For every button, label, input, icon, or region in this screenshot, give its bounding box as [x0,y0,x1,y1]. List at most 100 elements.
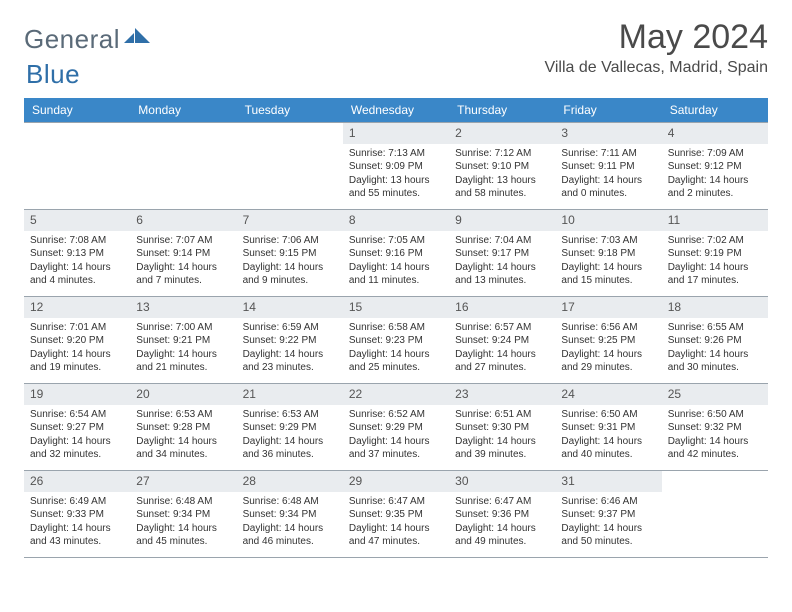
sunrise-line: Sunrise: 7:12 AM [455,147,549,161]
brand-logo: General [24,24,156,55]
daylight-line-1: Daylight: 13 hours [349,174,443,188]
calendar-day-cell: 10Sunrise: 7:03 AMSunset: 9:18 PMDayligh… [555,210,661,296]
daylight-line-1: Daylight: 14 hours [136,261,230,275]
day-number-bar: 27 [130,471,236,492]
day-number: 11 [668,213,680,227]
sunrise-line: Sunrise: 6:55 AM [668,321,762,335]
day-number: 4 [668,126,675,140]
daylight-line-1: Daylight: 14 hours [136,522,230,536]
sunrise-line: Sunrise: 6:59 AM [243,321,337,335]
day-number-bar: 5 [24,210,130,231]
sunrise-line: Sunrise: 6:52 AM [349,408,443,422]
day-number-bar: 25 [662,384,768,405]
calendar-day-cell: 25 Sunrise: 6:50 AMSunset: 9:32 PMDayligh… [662,384,768,470]
calendar-day-cell: 23Sunrise: 6:51 AMSunset: 9:30 PMDayligh… [449,384,555,470]
day-number: 14 [243,300,256,314]
calendar-day-cell: 4Sunrise: 7:09 AMSunset: 9:12 PMDaylight… [662,123,768,209]
sunrise-line: Sunrise: 7:05 AM [349,234,443,248]
daylight-line-2: and 36 minutes. [243,448,337,462]
daylight-line-1: Daylight: 14 hours [243,348,337,362]
daylight-line-2: and 40 minutes. [561,448,655,462]
calendar-day-cell: 28Sunrise: 6:48 AMSunset: 9:34 PMDayligh… [237,471,343,557]
sunrise-line: Sunrise: 7:04 AM [455,234,549,248]
day-number-bar: 29 [343,471,449,492]
daylight-line-1: Daylight: 14 hours [243,435,337,449]
sunrise-line: Sunrise: 6:47 AM [455,495,549,509]
sunrise-line: Sunrise: 7:07 AM [136,234,230,248]
logo-triangles-icon [124,25,154,52]
day-number-bar: 10 [555,210,661,231]
day-number-bar: 22 [343,384,449,405]
day-number: 12 [30,300,43,314]
sunset-line: Sunset: 9:34 PM [243,508,337,522]
calendar-day-cell: 22Sunrise: 6:52 AMSunset: 9:29 PMDayligh… [343,384,449,470]
day-number-bar: 15 [343,297,449,318]
day-number-bar: 17 [555,297,661,318]
calendar-weeks: 1Sunrise: 7:13 AMSunset: 9:09 PMDaylight… [24,122,768,558]
sunrise-line: Sunrise: 6:50 AM [668,408,762,422]
calendar-day-cell: 2Sunrise: 7:12 AMSunset: 9:10 PMDaylight… [449,123,555,209]
weekday-header: Monday [130,98,236,122]
sunrise-line: Sunrise: 7:00 AM [136,321,230,335]
daylight-line-2: and 9 minutes. [243,274,337,288]
day-number-bar: 28 [237,471,343,492]
daylight-line-2: and 17 minutes. [668,274,762,288]
day-number: 5 [30,213,37,227]
calendar-empty-cell [130,123,236,209]
day-number-bar: 26 [24,471,130,492]
sunrise-line: Sunrise: 6:54 AM [30,408,124,422]
weekday-header-row: SundayMondayTuesdayWednesdayThursdayFrid… [24,98,768,122]
day-number-bar: 18 [662,297,768,318]
daylight-line-2: and 21 minutes. [136,361,230,375]
daylight-line-2: and 19 minutes. [30,361,124,375]
daylight-line-1: Daylight: 14 hours [561,522,655,536]
calendar-empty-cell [237,123,343,209]
daylight-line-1: Daylight: 14 hours [136,435,230,449]
day-number: 26 [30,474,43,488]
daylight-line-2: and 15 minutes. [561,274,655,288]
daylight-line-1: Daylight: 14 hours [668,435,762,449]
sunset-line: Sunset: 9:26 PM [668,334,762,348]
calendar-empty-cell [662,471,768,557]
calendar-day-cell: 29Sunrise: 6:47 AMSunset: 9:35 PMDayligh… [343,471,449,557]
calendar-day-cell: 18Sunrise: 6:55 AMSunset: 9:26 PMDayligh… [662,297,768,383]
sunset-line: Sunset: 9:32 PM [668,421,762,435]
daylight-line-2: and 50 minutes. [561,535,655,549]
daylight-line-2: and 30 minutes. [668,361,762,375]
daylight-line-1: Daylight: 14 hours [349,261,443,275]
day-number-bar: 16 [449,297,555,318]
sunset-line: Sunset: 9:20 PM [30,334,124,348]
calendar-week-row: 19Sunrise: 6:54 AMSunset: 9:27 PMDayligh… [24,383,768,470]
calendar-day-cell: 5Sunrise: 7:08 AMSunset: 9:13 PMDaylight… [24,210,130,296]
sunset-line: Sunset: 9:11 PM [561,160,655,174]
day-number: 27 [136,474,149,488]
day-number-bar: 30 [449,471,555,492]
day-number: 7 [243,213,250,227]
day-number: 20 [136,387,149,401]
day-number: 29 [349,474,362,488]
sunrise-line: Sunrise: 6:51 AM [455,408,549,422]
sunrise-line: Sunrise: 6:48 AM [243,495,337,509]
weekday-header: Tuesday [237,98,343,122]
calendar-day-cell: 1Sunrise: 7:13 AMSunset: 9:09 PMDaylight… [343,123,449,209]
day-number: 23 [455,387,468,401]
day-number-bar: 23 [449,384,555,405]
sunset-line: Sunset: 9:16 PM [349,247,443,261]
weekday-header: Friday [555,98,661,122]
sunset-line: Sunset: 9:17 PM [455,247,549,261]
day-number: 8 [349,213,356,227]
sunrise-line: Sunrise: 6:57 AM [455,321,549,335]
calendar-day-cell: 14Sunrise: 6:59 AMSunset: 9:22 PMDayligh… [237,297,343,383]
sunrise-line: Sunrise: 6:56 AM [561,321,655,335]
sunset-line: Sunset: 9:36 PM [455,508,549,522]
sunrise-line: Sunrise: 6:48 AM [136,495,230,509]
daylight-line-2: and 45 minutes. [136,535,230,549]
sunset-line: Sunset: 9:24 PM [455,334,549,348]
day-number: 2 [455,126,462,140]
daylight-line-2: and 37 minutes. [349,448,443,462]
calendar-week-row: 5Sunrise: 7:08 AMSunset: 9:13 PMDaylight… [24,209,768,296]
day-number-bar: 3 [555,123,661,144]
day-number: 19 [30,387,43,401]
daylight-line-1: Daylight: 14 hours [243,261,337,275]
day-number-bar: 12 [24,297,130,318]
